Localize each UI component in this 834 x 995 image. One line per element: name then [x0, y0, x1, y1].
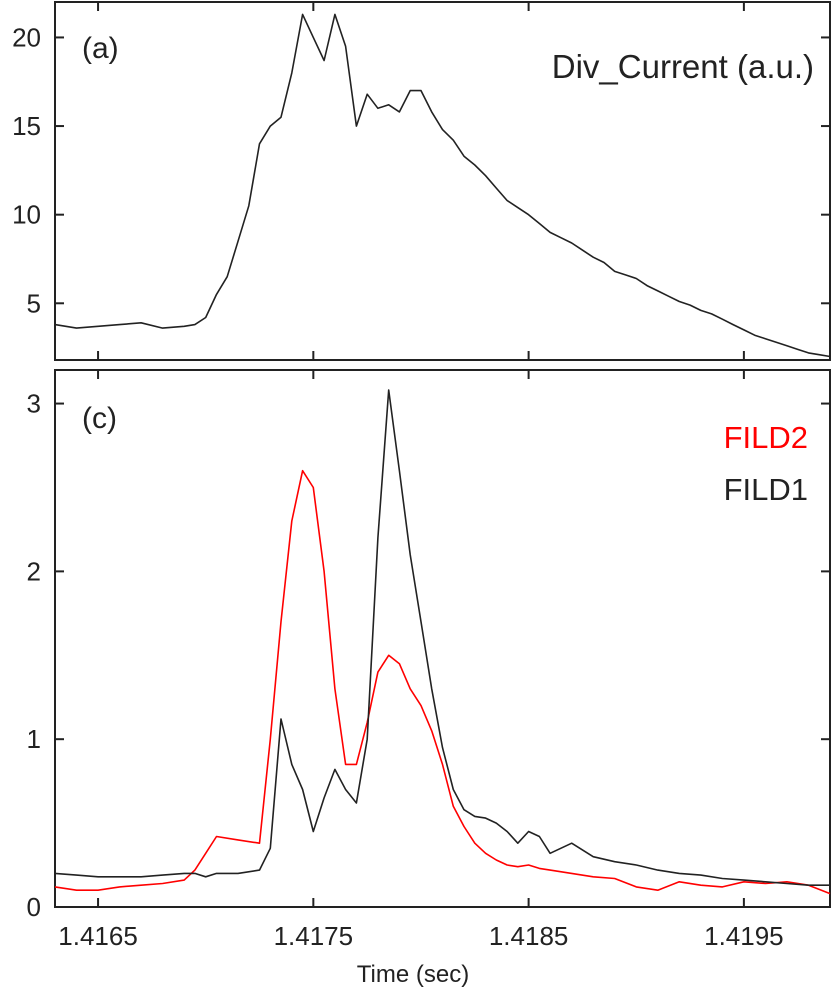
x-tick-label: 1.4175: [274, 921, 354, 951]
panel-c-series: [54, 389, 831, 895]
y-tick-label: 15: [12, 111, 41, 141]
panel-c-frame: [54, 369, 831, 908]
series-line-fild2: [54, 469, 831, 895]
legend-fild1: FILD1: [724, 472, 808, 507]
panel-c-y-ticks: [55, 402, 830, 908]
y-tick-label: 20: [12, 22, 41, 52]
panel-a-frame: [54, 1, 831, 361]
y-tick-label: 2: [27, 556, 41, 586]
panel-a-series: [54, 13, 831, 358]
panel-c-y-tick-labels: 0 1 2 3: [27, 389, 41, 922]
y-tick-label: 10: [12, 200, 41, 230]
panel-a-label: (a): [82, 32, 119, 65]
x-tick-label: 1.4165: [58, 921, 138, 951]
y-tick-label: 0: [27, 892, 41, 922]
panel-c-x-tick-labels: 1.4165 1.4175 1.4185 1.4195: [58, 921, 783, 951]
y-tick-label: 1: [27, 724, 41, 754]
y-tick-label: 3: [27, 389, 41, 419]
panel-a-x-ticks: [97, 2, 745, 360]
x-axis-title: Time (sec): [357, 961, 469, 988]
legend-fild2: FILD2: [724, 420, 808, 455]
panel-a: 5 10 15 20 (a) Div_Current (a.u.): [12, 1, 831, 361]
panel-c-x-ticks: [97, 370, 745, 907]
y-tick-label: 5: [27, 288, 41, 318]
x-tick-label: 1.4185: [489, 921, 569, 951]
panel-c-label: (c): [82, 402, 117, 435]
x-tick-label: 1.4195: [704, 921, 784, 951]
panel-a-annotation: Div_Current (a.u.): [552, 48, 814, 85]
panel-a-y-tick-labels: 5 10 15 20: [12, 22, 41, 318]
series-line-fild1: [54, 389, 830, 887]
panel-a-y-ticks: [55, 36, 830, 305]
series-line-panel-a-0: [54, 13, 831, 358]
